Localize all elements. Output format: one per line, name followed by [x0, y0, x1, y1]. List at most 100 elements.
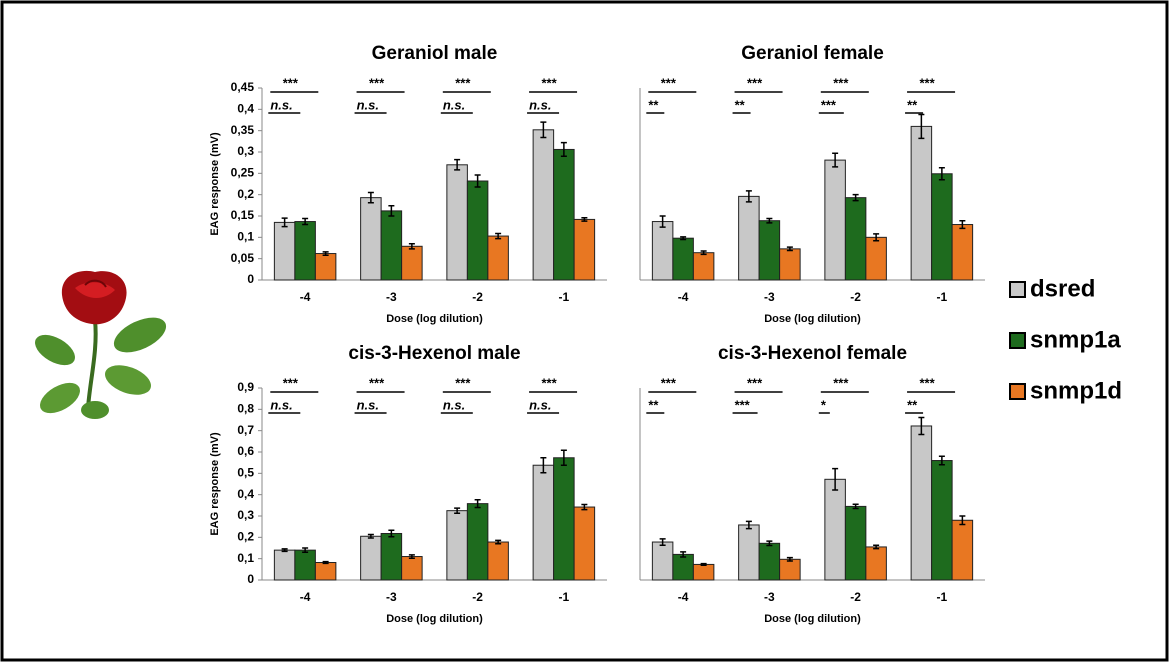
significance-bottom: n.s. [357, 97, 379, 112]
significance-bottom: n.s. [443, 97, 465, 112]
significance-top: *** [369, 375, 385, 390]
bar [574, 219, 595, 280]
significance-bottom: n.s. [270, 397, 292, 412]
bar [402, 557, 423, 580]
y-tick-label: 0,35 [231, 123, 255, 137]
x-tick-label: -3 [386, 590, 397, 604]
significance-bottom: *** [735, 397, 751, 412]
bar [274, 550, 295, 580]
bar [693, 253, 714, 280]
x-tick-label: -1 [937, 590, 948, 604]
bar [739, 196, 760, 280]
y-tick-label: 0,45 [231, 80, 255, 94]
significance-top: *** [661, 375, 677, 390]
significance-top: *** [747, 75, 763, 90]
x-tick-label: -3 [764, 290, 775, 304]
bar [467, 181, 488, 280]
chart-title: Geraniol female [741, 43, 884, 64]
y-axis-label: EAG response (mV) [209, 132, 221, 236]
bar [825, 479, 846, 580]
x-tick-label: -2 [850, 590, 861, 604]
y-tick-label: 0,2 [237, 530, 254, 544]
bar [952, 225, 973, 280]
bar [295, 550, 316, 580]
significance-top: *** [455, 75, 471, 90]
bar [381, 533, 402, 580]
bar [652, 542, 673, 580]
significance-bottom: n.s. [529, 97, 551, 112]
y-tick-label: 0 [247, 272, 254, 286]
y-tick-label: 0,6 [237, 444, 254, 458]
bar [932, 174, 953, 280]
legend-label: snmp1a [1030, 326, 1121, 353]
significance-bottom: n.s. [357, 397, 379, 412]
bar [467, 504, 488, 580]
bar [759, 543, 780, 580]
bar [780, 559, 801, 580]
legend-swatch [1010, 384, 1025, 399]
significance-bottom: *** [821, 97, 837, 112]
significance-top: *** [747, 375, 763, 390]
y-tick-label: 0,4 [237, 102, 254, 116]
chart-title: cis-3-Hexenol female [718, 343, 907, 364]
bar [845, 506, 866, 580]
significance-bottom: ** [648, 97, 659, 112]
bar [759, 221, 780, 280]
bar [652, 222, 673, 280]
significance-top: *** [833, 75, 849, 90]
significance-bottom: ** [735, 97, 746, 112]
bar [447, 165, 468, 280]
bar [533, 465, 554, 580]
bar [673, 554, 694, 580]
y-tick-label: 0,05 [231, 251, 255, 265]
bar [295, 222, 316, 280]
significance-top: *** [541, 75, 557, 90]
bar [488, 542, 509, 580]
bar [780, 249, 801, 280]
y-tick-label: 0,3 [237, 144, 254, 158]
significance-top: *** [455, 375, 471, 390]
y-tick-label: 0,3 [237, 508, 254, 522]
y-tick-label: 0,5 [237, 466, 254, 480]
significance-bottom: ** [648, 397, 659, 412]
bar [554, 458, 575, 580]
y-tick-label: 0 [247, 572, 254, 586]
y-tick-label: 0,9 [237, 380, 254, 394]
significance-bottom: ** [907, 97, 918, 112]
bar [866, 547, 887, 580]
y-axis-label: EAG response (mV) [209, 432, 221, 536]
bar [488, 236, 509, 280]
bar [911, 126, 932, 280]
legend-swatch [1010, 333, 1025, 348]
bar [381, 211, 402, 280]
chart-title: cis-3-Hexenol male [348, 343, 520, 364]
significance-top: *** [541, 375, 557, 390]
bar [274, 222, 295, 280]
x-axis-label: Dose (log dilution) [764, 613, 861, 625]
bar [825, 160, 846, 280]
legend-swatch [1010, 282, 1025, 297]
bar [554, 149, 575, 280]
x-tick-label: -2 [472, 290, 483, 304]
bar [911, 426, 932, 580]
x-tick-label: -4 [300, 590, 311, 604]
significance-top: *** [919, 375, 935, 390]
y-tick-label: 0,15 [231, 208, 255, 222]
significance-bottom: n.s. [443, 397, 465, 412]
x-tick-label: -2 [472, 590, 483, 604]
bar [952, 520, 973, 580]
x-tick-label: -3 [386, 290, 397, 304]
chart-title: Geraniol male [372, 43, 498, 64]
bar [574, 507, 595, 580]
x-tick-label: -2 [850, 290, 861, 304]
bar [739, 525, 760, 580]
significance-bottom: n.s. [270, 97, 292, 112]
y-tick-label: 0,1 [237, 551, 254, 565]
bar [866, 237, 887, 280]
figure: dsredsnmp1asnmp1d Geraniol maleDose (log… [0, 0, 1169, 662]
significance-top: *** [283, 75, 299, 90]
bar [845, 198, 866, 280]
significance-bottom: ** [907, 397, 918, 412]
x-tick-label: -4 [300, 290, 311, 304]
x-tick-label: -4 [678, 290, 689, 304]
